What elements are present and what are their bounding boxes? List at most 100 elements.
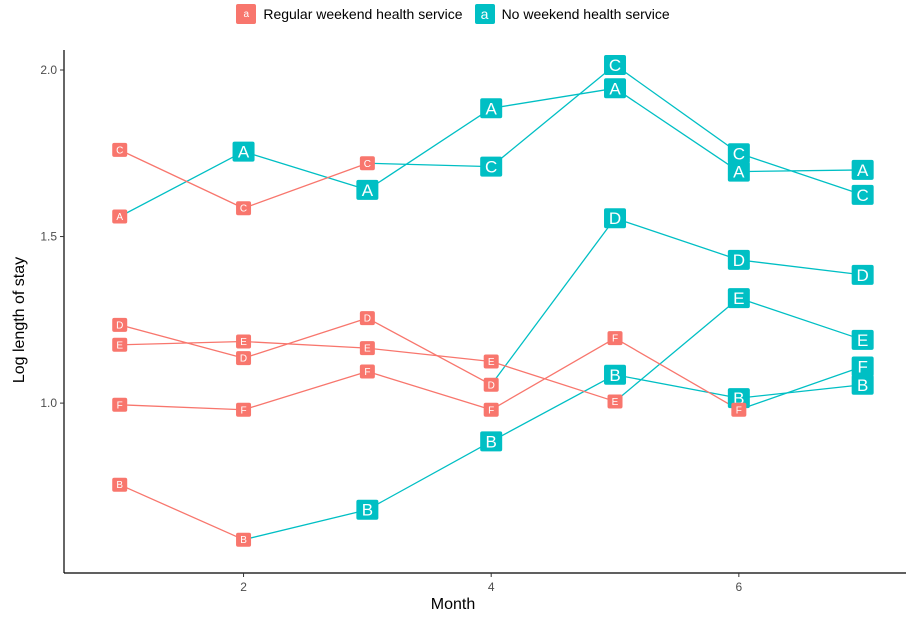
point-label-box-f <box>483 402 499 417</box>
point-label-f: F <box>240 405 246 416</box>
point-label-box-b <box>112 477 128 492</box>
point-label-d: D <box>240 354 247 365</box>
point-label-box-c <box>727 143 750 164</box>
point-label-d: D <box>857 266 869 285</box>
point-label-a: A <box>238 143 250 162</box>
point-label-a: A <box>857 161 869 180</box>
point-label-box-c <box>851 184 874 205</box>
point-label-box-b <box>604 364 627 385</box>
point-label-box-f <box>731 402 747 417</box>
point-label-e: E <box>733 289 744 308</box>
point-label-d: D <box>116 320 123 331</box>
point-label-d: D <box>364 314 371 325</box>
point-label-f: F <box>736 405 742 416</box>
series-f-segment <box>243 370 368 411</box>
series-f-segment <box>738 365 863 411</box>
point-label-a: A <box>116 212 123 223</box>
point-label-e: E <box>240 337 247 348</box>
series-c-segment <box>367 162 492 168</box>
series-c-segment <box>243 162 368 209</box>
series-e-segment <box>119 340 244 346</box>
point-label-c: C <box>116 145 123 156</box>
point-label-b: B <box>857 376 868 395</box>
point-label-box-c <box>359 156 375 171</box>
point-label-c: C <box>609 56 621 75</box>
point-label-box-d <box>727 249 750 270</box>
point-label-e: E <box>116 340 123 351</box>
point-label-b: B <box>733 389 744 408</box>
point-label-e: E <box>612 397 619 408</box>
point-label-box-c <box>480 156 503 177</box>
point-label-box-e <box>112 337 128 352</box>
point-label-f: F <box>612 334 618 345</box>
point-label-box-e <box>359 341 375 356</box>
point-label-c: C <box>485 158 497 177</box>
point-label-box-c <box>604 54 627 75</box>
legend-item-no-weekend: a No weekend health service <box>474 4 670 24</box>
point-label-b: B <box>240 535 247 546</box>
series-d-segment <box>738 259 863 276</box>
point-label-box-d <box>112 317 128 332</box>
point-label-box-f <box>851 356 874 377</box>
point-label-e: E <box>488 357 495 368</box>
series-a-segment <box>614 87 740 173</box>
point-label-box-e <box>236 334 252 349</box>
series-d-segment <box>367 317 492 386</box>
x-tick-label: 4 <box>488 580 495 594</box>
point-label-b: B <box>609 366 620 385</box>
point-label-box-a <box>604 78 627 99</box>
series-d-segment <box>490 217 616 386</box>
series-f-segment <box>119 404 244 411</box>
point-label-box-e <box>607 394 623 409</box>
point-label-e: E <box>857 331 868 350</box>
point-label-b: B <box>116 480 123 491</box>
point-label-b: B <box>486 432 497 451</box>
series-c-segment <box>614 64 740 154</box>
series-d-segment <box>614 217 740 261</box>
legend-label-no-weekend: No weekend health service <box>501 6 670 22</box>
point-label-box-c <box>112 142 128 157</box>
point-label-box-d <box>604 208 627 229</box>
series-b-segment <box>490 374 616 442</box>
x-tick-label: 6 <box>735 580 742 594</box>
point-label-box-a <box>232 141 255 162</box>
series-f-segment <box>367 370 492 411</box>
point-label-a: A <box>733 163 745 182</box>
point-label-box-a <box>480 98 503 119</box>
series-b-segment <box>367 440 492 511</box>
point-label-box-f <box>236 402 252 417</box>
legend-key-no-weekend: a <box>474 4 495 24</box>
point-label-box-a <box>112 209 128 224</box>
series-c-segment <box>738 152 863 196</box>
point-label-box-e <box>851 329 874 350</box>
point-label-f: F <box>364 367 370 378</box>
point-label-d: D <box>488 380 495 391</box>
legend-label-regular: Regular weekend health service <box>263 6 463 22</box>
legend: a Regular weekend health service a No we… <box>0 4 906 24</box>
point-label-a: A <box>609 79 621 98</box>
y-tick-label: 1.0 <box>40 396 57 410</box>
point-label-box-f <box>607 331 623 346</box>
series-d-segment <box>119 324 244 359</box>
series-d-segment <box>243 317 368 359</box>
point-label-box-b <box>851 374 874 395</box>
point-label-box-d <box>236 351 252 366</box>
point-label-box-d <box>359 311 375 326</box>
point-label-b: B <box>362 501 373 520</box>
point-label-d: D <box>609 209 621 228</box>
x-tick-label: 2 <box>240 580 247 594</box>
point-label-box-b <box>480 431 503 452</box>
point-label-box-d <box>851 264 874 285</box>
point-label-c: C <box>733 144 745 163</box>
point-label-c: C <box>240 204 247 215</box>
point-label-a: A <box>362 181 374 200</box>
y-tick-label: 1.5 <box>40 230 57 244</box>
series-b-segment <box>243 509 368 541</box>
series-f-segment <box>490 337 616 411</box>
point-label-f: F <box>488 405 494 416</box>
point-label-box-b <box>356 499 379 520</box>
point-label-c: C <box>857 186 869 205</box>
point-label-box-a <box>851 159 874 180</box>
y-axis-title: Log length of stay <box>11 256 28 384</box>
point-label-d: D <box>733 251 745 270</box>
